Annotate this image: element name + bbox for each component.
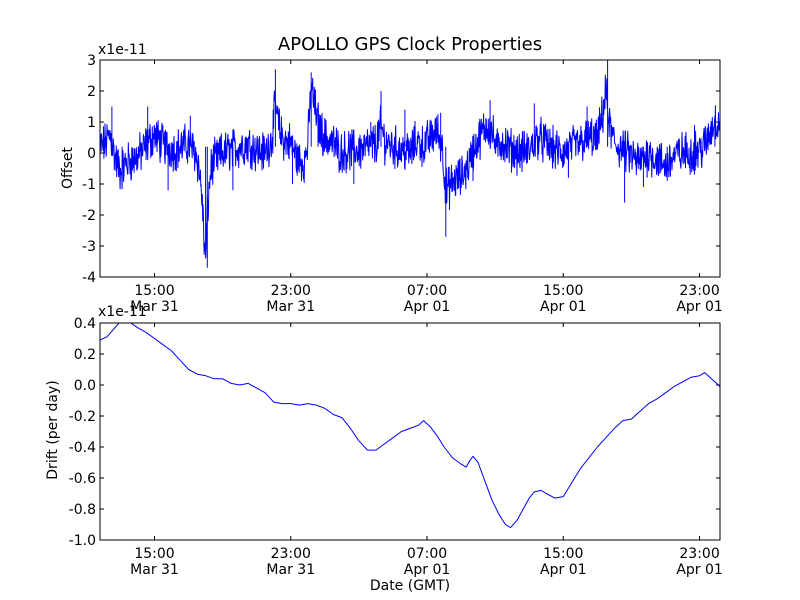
offset-xtick-date-label: Mar 31 bbox=[266, 299, 315, 315]
offset-xtick-time-label: 15:00 bbox=[543, 283, 583, 299]
offset-multiplier-label: x1e-11 bbox=[98, 42, 147, 58]
offset-axes-frame bbox=[99, 59, 721, 278]
drift-xtick-date-label: Apr 01 bbox=[540, 562, 586, 578]
drift-series-line bbox=[100, 323, 720, 529]
offset-ytick-label: -2 bbox=[82, 208, 96, 224]
drift-ytick-label: -0.6 bbox=[69, 471, 96, 487]
offset-ytick-label: -3 bbox=[82, 239, 96, 255]
drift-xtick-time-label: 23:00 bbox=[271, 546, 311, 562]
offset-ytick-label: -1 bbox=[82, 177, 96, 193]
offset-series-line bbox=[100, 60, 720, 268]
drift-xtick-date-label: Apr 01 bbox=[676, 562, 722, 578]
drift-ytick-label: -0.2 bbox=[69, 409, 96, 425]
drift-ytick-label: -0.4 bbox=[69, 440, 96, 456]
drift-ytick-label: -1.0 bbox=[69, 533, 96, 549]
drift-ytick-label: 0.2 bbox=[74, 347, 96, 363]
offset-xtick-date-label: Apr 01 bbox=[540, 299, 586, 315]
offset-ytick-label: 2 bbox=[87, 84, 96, 100]
drift-ylabel: Drift (per day) bbox=[45, 380, 61, 479]
chart-title: APOLLO GPS Clock Properties bbox=[278, 34, 542, 55]
offset-xtick-time-label: 23:00 bbox=[679, 283, 719, 299]
drift-xlabel: Date (GMT) bbox=[370, 578, 450, 594]
drift-ytick-label: 0.0 bbox=[74, 378, 96, 394]
offset-ylabel: Offset bbox=[60, 146, 76, 189]
drift-xtick-date-label: Apr 01 bbox=[404, 562, 450, 578]
drift-ytick-label: 0.4 bbox=[74, 316, 96, 332]
offset-ytick-label: -4 bbox=[82, 270, 96, 286]
drift-axes-frame bbox=[99, 322, 721, 541]
offset-ytick-label: 1 bbox=[87, 115, 96, 131]
offset-ytick-label: 3 bbox=[87, 53, 96, 69]
drift-xtick-time-label: 15:00 bbox=[134, 546, 174, 562]
drift-xtick-time-label: 15:00 bbox=[543, 546, 583, 562]
drift-multiplier-label: x1e-11 bbox=[98, 304, 147, 320]
drift-xtick-date-label: Mar 31 bbox=[266, 562, 315, 578]
offset-xtick-time-label: 23:00 bbox=[271, 283, 311, 299]
offset-series bbox=[100, 60, 720, 268]
offset-xtick-date-label: Mar 31 bbox=[130, 299, 179, 315]
drift-xtick-time-label: 23:00 bbox=[679, 546, 719, 562]
drift-xtick-time-label: 07:00 bbox=[407, 546, 447, 562]
offset-ytick-label: 0 bbox=[87, 146, 96, 162]
offset-xtick-time-label: 07:00 bbox=[407, 283, 447, 299]
drift-xtick-date-label: Mar 31 bbox=[130, 562, 179, 578]
drift-series bbox=[100, 323, 720, 529]
offset-xtick-date-label: Apr 01 bbox=[676, 299, 722, 315]
offset-xtick-time-label: 15:00 bbox=[134, 283, 174, 299]
drift-ytick-label: -0.8 bbox=[69, 502, 96, 518]
offset-xtick-date-label: Apr 01 bbox=[404, 299, 450, 315]
